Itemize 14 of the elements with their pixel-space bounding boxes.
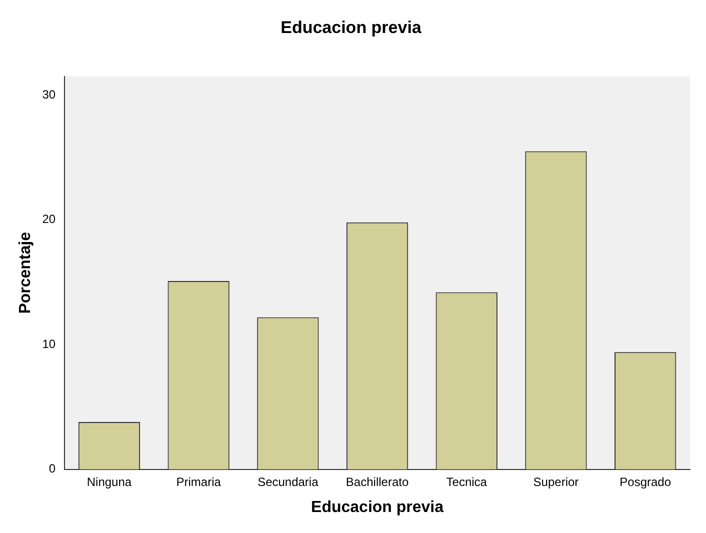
x-tick-label: Tecnica (446, 474, 488, 489)
y-tick-label: 20 (42, 212, 56, 226)
x-tick-label: Secundaria (258, 474, 319, 489)
x-tick-label: Bachillerato (346, 474, 409, 489)
x-tick-label: Primaria (176, 474, 222, 489)
x-tick-label: Posgrado (620, 474, 672, 489)
x-tick-label: Superior (533, 474, 579, 489)
x-axis-title: Educacion previa (311, 498, 444, 516)
x-tick-label: Ninguna (86, 474, 132, 489)
chart-title: Educacion previa (280, 18, 422, 37)
y-tick-label: 10 (42, 336, 56, 351)
y-tick-label: 30 (42, 87, 56, 102)
y-tick-label: 0 (48, 462, 56, 476)
y-axis-title: Porcentaje (17, 232, 34, 314)
